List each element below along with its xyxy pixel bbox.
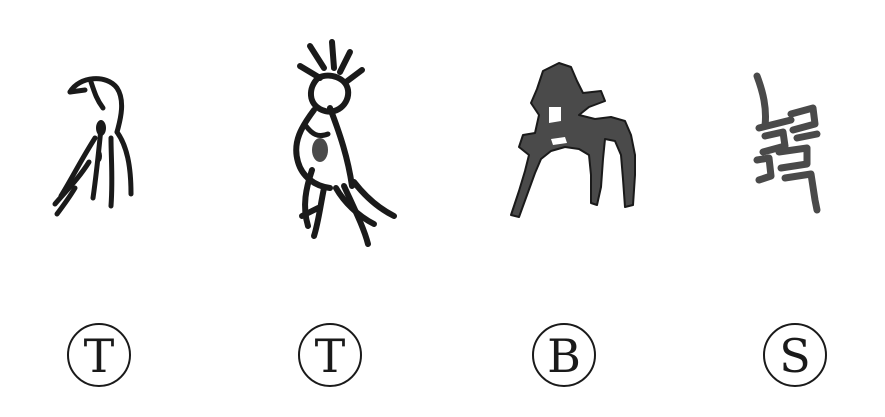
- label-t-2: T: [298, 323, 362, 387]
- crested-bird-glyph: [293, 39, 397, 247]
- label-t-1-text: T: [83, 329, 115, 383]
- label-t-2-text: T: [314, 329, 346, 383]
- label-t-1: T: [67, 323, 131, 387]
- label-s-text: S: [779, 329, 811, 383]
- script-glyph: [753, 72, 821, 214]
- label-s: S: [763, 323, 827, 387]
- label-b: B: [532, 323, 596, 387]
- bird-glyph: [52, 76, 134, 217]
- figure-glyph: [510, 62, 636, 218]
- label-b-text: B: [547, 329, 581, 383]
